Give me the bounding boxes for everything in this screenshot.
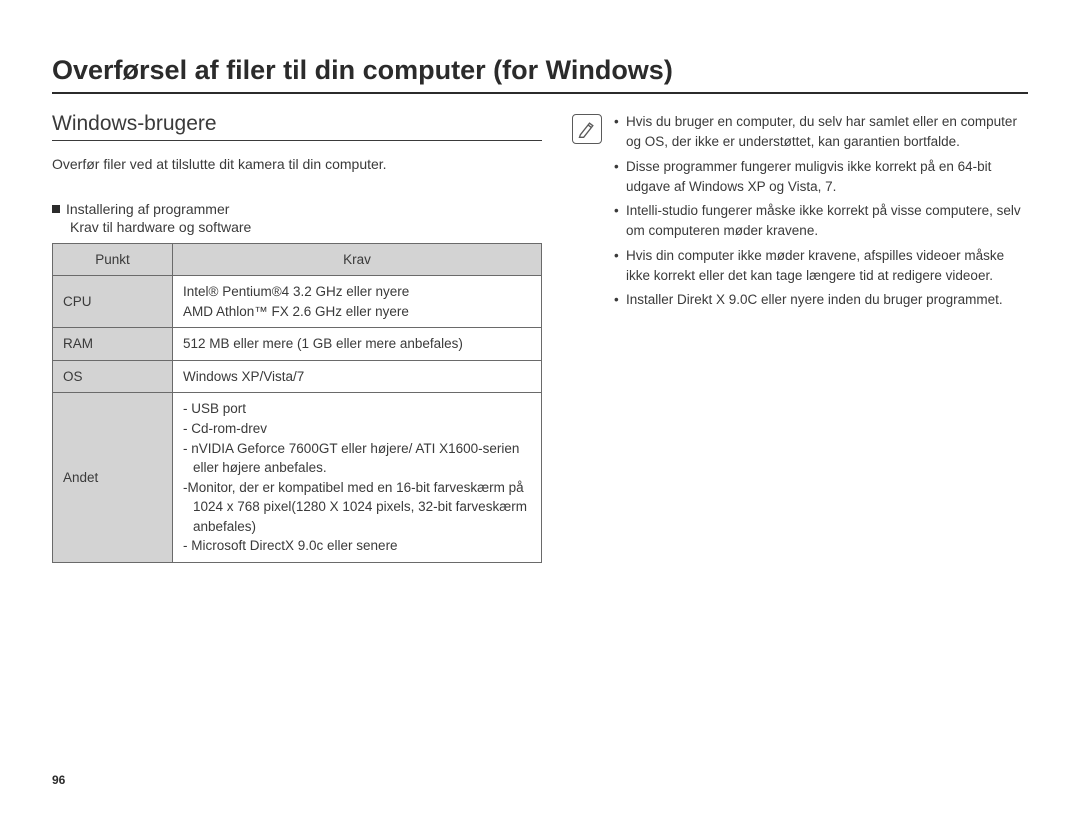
os-value: Windows XP/Vista/7	[173, 360, 542, 393]
other-line: - Microsoft DirectX 9.0c eller senere	[183, 536, 531, 556]
os-label: OS	[53, 360, 173, 393]
right-column: Hvis du bruger en computer, du selv har …	[572, 112, 1028, 563]
two-column-layout: Windows-brugere Overfør filer ved at til…	[52, 112, 1028, 563]
other-line: - Cd-rom-drev	[183, 419, 531, 439]
table-row: CPU Intel® Pentium®4 3.2 GHz eller nyere…	[53, 276, 542, 328]
section-title: Windows-brugere	[52, 112, 542, 141]
note-item: Disse programmer fungerer muligvis ikke …	[614, 157, 1028, 198]
header-punkt: Punkt	[53, 243, 173, 276]
note-item: Intelli-studio fungerer måske ikke korre…	[614, 201, 1028, 242]
page-number: 96	[52, 773, 65, 787]
note-icon	[572, 114, 602, 144]
ram-value: 512 MB eller mere (1 GB eller mere anbef…	[173, 328, 542, 361]
cpu-line-1: Intel® Pentium®4 3.2 GHz eller nyere	[183, 282, 531, 302]
sub-heading: Installering af programmer	[52, 201, 542, 217]
sub-description: Krav til hardware og software	[70, 219, 542, 235]
other-label: Andet	[53, 393, 173, 563]
page-title: Overførsel af filer til din computer (fo…	[52, 55, 1028, 94]
cpu-label: CPU	[53, 276, 173, 328]
sub-heading-text: Installering af programmer	[66, 201, 229, 217]
cpu-value: Intel® Pentium®4 3.2 GHz eller nyere AMD…	[173, 276, 542, 328]
other-line: - nVIDIA Geforce 7600GT eller højere/ AT…	[183, 439, 531, 478]
cpu-line-2: AMD Athlon™ FX 2.6 GHz eller nyere	[183, 302, 531, 322]
ram-label: RAM	[53, 328, 173, 361]
square-bullet-icon	[52, 205, 60, 213]
note-item: Hvis din computer ikke møder kravene, af…	[614, 246, 1028, 287]
note-item: Hvis du bruger en computer, du selv har …	[614, 112, 1028, 153]
manual-page: Overførsel af filer til din computer (fo…	[0, 0, 1080, 815]
table-header-row: Punkt Krav	[53, 243, 542, 276]
note-list: Hvis du bruger en computer, du selv har …	[614, 112, 1028, 314]
other-value: - USB port - Cd-rom-drev - nVIDIA Geforc…	[173, 393, 542, 563]
table-row: RAM 512 MB eller mere (1 GB eller mere a…	[53, 328, 542, 361]
header-krav: Krav	[173, 243, 542, 276]
note-box: Hvis du bruger en computer, du selv har …	[572, 112, 1028, 314]
table-row: OS Windows XP/Vista/7	[53, 360, 542, 393]
left-column: Windows-brugere Overfør filer ved at til…	[52, 112, 542, 563]
other-line: -Monitor, der er kompatibel med en 16-bi…	[183, 478, 531, 537]
intro-text: Overfør filer ved at tilslutte dit kamer…	[52, 155, 542, 175]
requirements-table: Punkt Krav CPU Intel® Pentium®4 3.2 GHz …	[52, 243, 542, 563]
table-row: Andet - USB port - Cd-rom-drev - nVIDIA …	[53, 393, 542, 563]
other-line: - USB port	[183, 399, 531, 419]
note-item: Installer Direkt X 9.0C eller nyere inde…	[614, 290, 1028, 310]
